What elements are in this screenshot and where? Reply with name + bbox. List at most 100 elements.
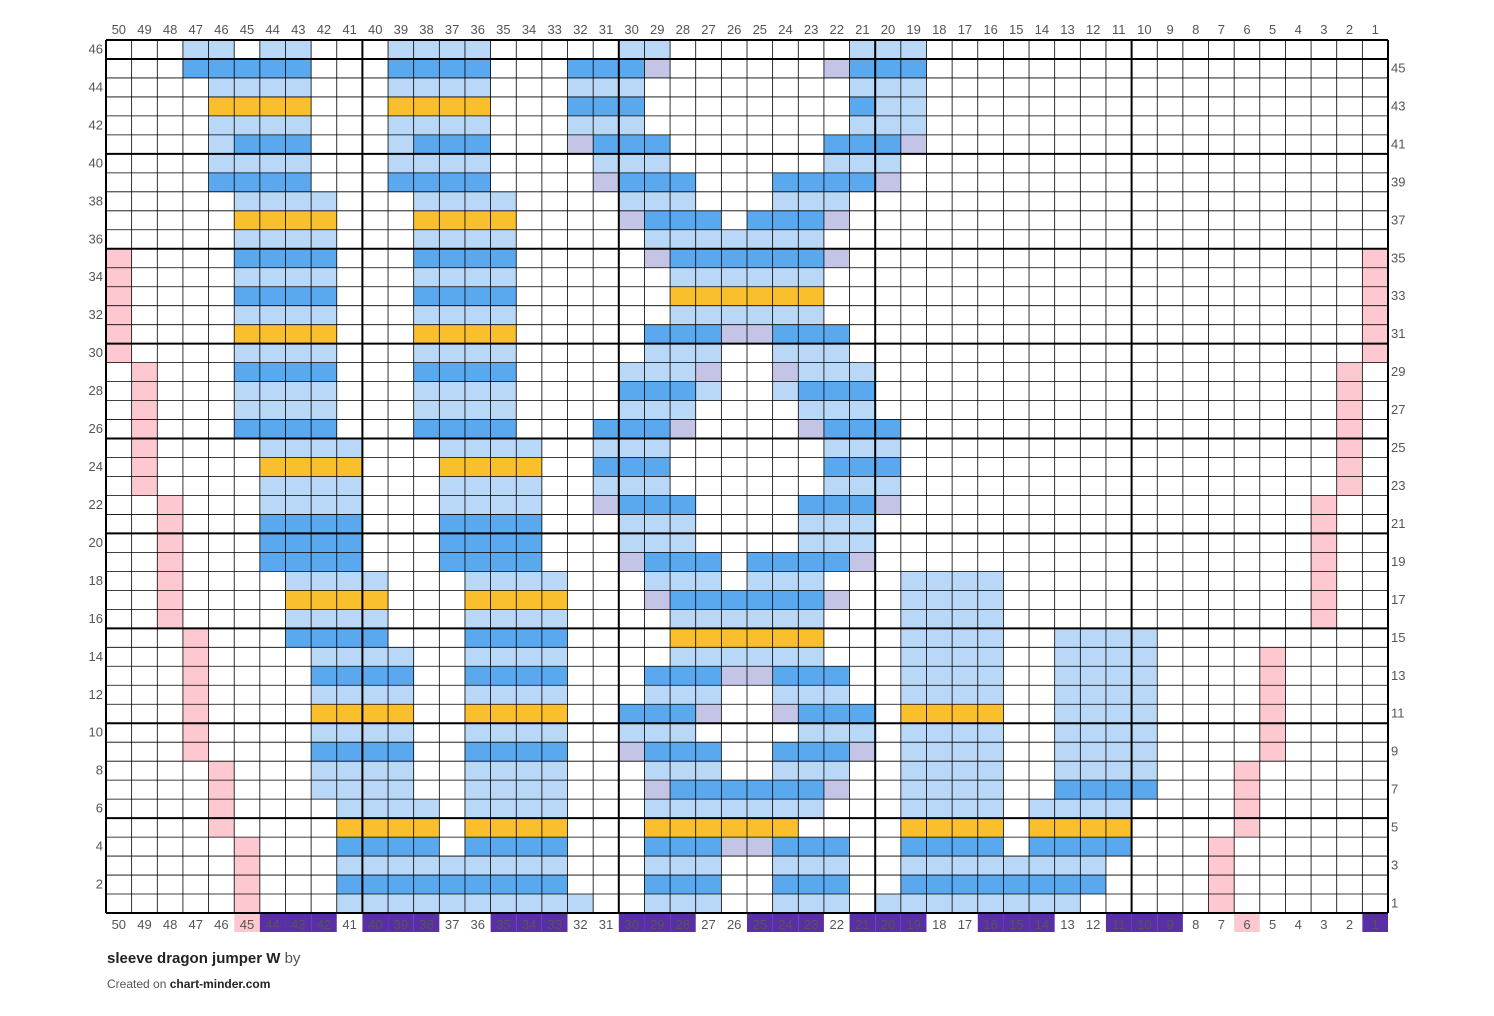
- stitch-cell-light-blue-row28-col45: [234, 381, 260, 401]
- column-number-top: 23: [804, 22, 818, 37]
- row-number-right: 41: [1391, 136, 1405, 151]
- stitch-cell-medium-blue-row13-col36: [464, 666, 491, 686]
- stitch-cell-light-blue-row3-col34: [516, 856, 542, 876]
- stitch-cell-light-blue-row3-col27: [695, 856, 722, 876]
- stitch-cell-yellow-row17-col42: [311, 590, 337, 610]
- column-number-top: 14: [1035, 22, 1049, 37]
- stitch-cell-light-blue-row27-col38: [413, 400, 440, 420]
- stitch-cell-yellow-row24-col41: [336, 457, 363, 477]
- stitch-cell-pink-row21-col48: [157, 514, 183, 534]
- row-number-left: 4: [96, 839, 103, 854]
- stitch-cell-light-blue-row8-col24: [772, 761, 799, 781]
- column-number-top: 22: [830, 22, 844, 37]
- stitch-cell-light-blue-row7-col34: [516, 780, 542, 800]
- stitch-cell-medium-blue-row2-col36: [464, 875, 491, 895]
- stitch-cell-yellow-row43-col43: [285, 96, 312, 116]
- stitch-cell-medium-blue-row31-col28: [670, 324, 696, 344]
- column-number-top: 38: [419, 22, 433, 37]
- stitch-cell-dark-purple-row0-col11: [1105, 913, 1132, 932]
- row-number-left: 6: [96, 801, 103, 816]
- stitch-cell-light-blue-row40-col36: [464, 153, 491, 173]
- row-number-right: 37: [1391, 212, 1405, 227]
- stitch-cell-light-blue-row22-col37: [439, 495, 465, 515]
- column-number-top: 31: [599, 22, 613, 37]
- stitch-cell-yellow-row43-col38: [413, 96, 440, 116]
- column-number-top: 21: [855, 22, 869, 37]
- stitch-cell-light-blue-row30-col38: [413, 343, 440, 363]
- stitch-cell-dark-purple-row0-col28: [670, 913, 696, 932]
- stitch-cell-light-blue-row40-col22: [823, 153, 850, 173]
- stitch-cell-medium-blue-row2-col14: [1029, 875, 1055, 895]
- stitch-cell-light-blue-row41-col46: [208, 134, 235, 154]
- stitch-cell-light-blue-row46-col38: [413, 40, 440, 59]
- stitch-cell-light-blue-row12-col10: [1131, 685, 1158, 705]
- stitch-cell-medium-blue-row2-col13: [1054, 875, 1081, 895]
- stitch-cell-light-blue-row32-col28: [670, 305, 696, 325]
- stitch-cell-light-blue-row23-col36: [464, 476, 491, 496]
- stitch-cell-light-blue-row38-col36: [464, 191, 491, 211]
- stitch-cell-light-blue-row14-col10: [1131, 647, 1158, 667]
- stitch-cell-light-blue-row36-col42: [311, 229, 337, 249]
- stitch-cell-light-blue-row6-col19: [900, 799, 927, 819]
- stitch-cell-yellow-row5-col26: [721, 818, 747, 838]
- stitch-cell-medium-blue-row39-col22: [823, 172, 850, 192]
- stitch-cell-medium-blue-row33-col38: [413, 286, 440, 306]
- stitch-cell-light-blue-row42-col43: [285, 115, 312, 135]
- stitch-cell-light-blue-row16-col34: [516, 609, 542, 629]
- stitch-cell-lavender-row29-col27: [695, 362, 722, 382]
- stitch-cell-lavender-row31-col25: [747, 324, 773, 344]
- stitch-cell-medium-blue-row9-col33: [541, 742, 568, 762]
- stitch-cell-dark-purple-row0-col43: [285, 913, 312, 932]
- stitch-cell-light-blue-row34-col26: [721, 267, 747, 287]
- stitch-cell-light-blue-row9-col16: [977, 742, 1004, 762]
- stitch-cell-medium-blue-row13-col42: [311, 666, 337, 686]
- stitch-cell-medium-blue-row39-col36: [464, 172, 491, 192]
- stitch-cell-light-blue-row6-col12: [1080, 799, 1106, 819]
- stitch-cell-light-blue-row16-col17: [952, 609, 978, 629]
- stitch-cell-yellow-row5-col11: [1105, 818, 1132, 838]
- stitch-cell-light-blue-row34-col43: [285, 267, 312, 287]
- stitch-cell-light-blue-row8-col12: [1080, 761, 1106, 781]
- stitch-cell-light-blue-row1-col13: [1054, 894, 1081, 913]
- stitch-cell-yellow-row37-col44: [259, 210, 286, 230]
- stitch-cell-lavender-row22-col31: [593, 495, 619, 515]
- stitch-cell-pink-row25-col2: [1336, 438, 1363, 458]
- column-number-top: 19: [906, 22, 920, 37]
- stitch-cell-light-blue-row36-col23: [798, 229, 824, 249]
- stitch-cell-pink-row28-col2: [1336, 381, 1363, 401]
- stitch-cell-yellow-row11-col33: [541, 704, 568, 724]
- stitch-cell-light-blue-row1-col14: [1029, 894, 1055, 913]
- stitch-cell-pink-row19-col48: [157, 552, 183, 572]
- stitch-cell-light-blue-row14-col12: [1080, 647, 1106, 667]
- credit-site-link[interactable]: chart-minder.com: [169, 977, 271, 991]
- stitch-cell-medium-blue-row4-col40: [362, 837, 389, 857]
- stitch-cell-medium-blue-row20-col34: [516, 533, 542, 553]
- row-number-right: 5: [1391, 820, 1398, 835]
- column-number-bottom: 29: [650, 917, 664, 932]
- stitch-cell-light-blue-row14-col18: [926, 647, 953, 667]
- stitch-cell-light-blue-row32-col23: [798, 305, 824, 325]
- stitch-cell-light-blue-row46-col30: [618, 40, 645, 59]
- stitch-cell-light-blue-row3-col15: [1003, 856, 1030, 876]
- stitch-cell-light-blue-row44-col19: [900, 77, 927, 97]
- stitch-cell-yellow-row24-col42: [311, 457, 337, 477]
- stitch-cell-medium-blue-row2-col40: [362, 875, 389, 895]
- stitch-cell-pink-row30-col50: [106, 343, 132, 363]
- stitch-cell-medium-blue-row41-col38: [413, 134, 440, 154]
- stitch-cell-light-blue-row44-col46: [208, 77, 235, 97]
- stitch-cell-medium-blue-row9-col22: [823, 742, 850, 762]
- stitch-cell-light-blue-row20-col30: [618, 533, 645, 553]
- stitch-cell-light-blue-row44-col38: [413, 77, 440, 97]
- stitch-cell-dark-purple-row0-col21: [849, 913, 876, 932]
- row-number-left: 36: [89, 231, 103, 246]
- row-number-right: 45: [1391, 60, 1405, 75]
- stitch-cell-light-blue-row7-col42: [311, 780, 337, 800]
- row-number-left: 2: [96, 877, 103, 892]
- stitch-cell-medium-blue-row28-col23: [798, 381, 824, 401]
- row-number-right: 15: [1391, 630, 1405, 645]
- stitch-cell-light-blue-row1-col23: [798, 894, 824, 913]
- stitch-cell-light-blue-row11-col12: [1080, 704, 1106, 724]
- stitch-cell-light-blue-row7-col33: [541, 780, 568, 800]
- stitch-cell-pink-row14-col5: [1259, 647, 1286, 667]
- stitch-cell-medium-blue-row33-col35: [490, 286, 517, 306]
